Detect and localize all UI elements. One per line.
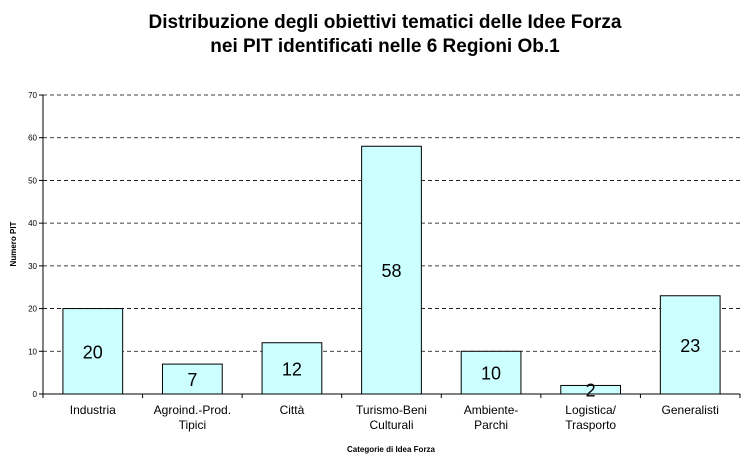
x-tick-label: Generalisti	[662, 403, 719, 417]
data-label: 7	[187, 370, 197, 390]
y-tick-label: 0	[33, 390, 38, 399]
bar	[261, 342, 323, 395]
bar	[659, 295, 721, 395]
data-label: 2	[586, 381, 596, 401]
data-label: 23	[680, 336, 700, 356]
y-tick-label: 10	[28, 347, 37, 356]
bar	[161, 363, 223, 395]
bar	[560, 384, 622, 395]
y-tick-label: 70	[28, 91, 37, 100]
chart-title: Distribuzione degli obiettivi tematici d…	[149, 12, 622, 57]
y-tick-label: 50	[28, 176, 37, 185]
bar	[62, 308, 124, 395]
x-tick-label: Industria	[70, 403, 116, 417]
y-tick-label: 60	[28, 134, 37, 143]
bar	[361, 145, 422, 395]
bar	[460, 350, 522, 395]
y-tick-label: 30	[28, 262, 37, 271]
data-label: 12	[282, 359, 302, 379]
x-tick-label: Turismo-Beni Culturali	[356, 403, 427, 432]
x-tick-label: Agroind.-Prod. Tipici	[154, 403, 231, 432]
y-tick-label: 40	[28, 219, 37, 228]
data-label: 58	[381, 261, 401, 281]
x-tick-label: Città	[280, 403, 305, 417]
y-tick-label: 20	[28, 305, 37, 314]
data-label: 20	[83, 342, 103, 362]
y-axis-label: Numero PIT	[9, 221, 18, 266]
x-axis-label: Categorie di Idea Forza	[347, 445, 436, 454]
x-tick-label: Ambiente-Parchi	[464, 403, 519, 432]
x-tick-label: Logistica/Trasporto	[565, 403, 616, 432]
data-label: 10	[481, 364, 501, 384]
